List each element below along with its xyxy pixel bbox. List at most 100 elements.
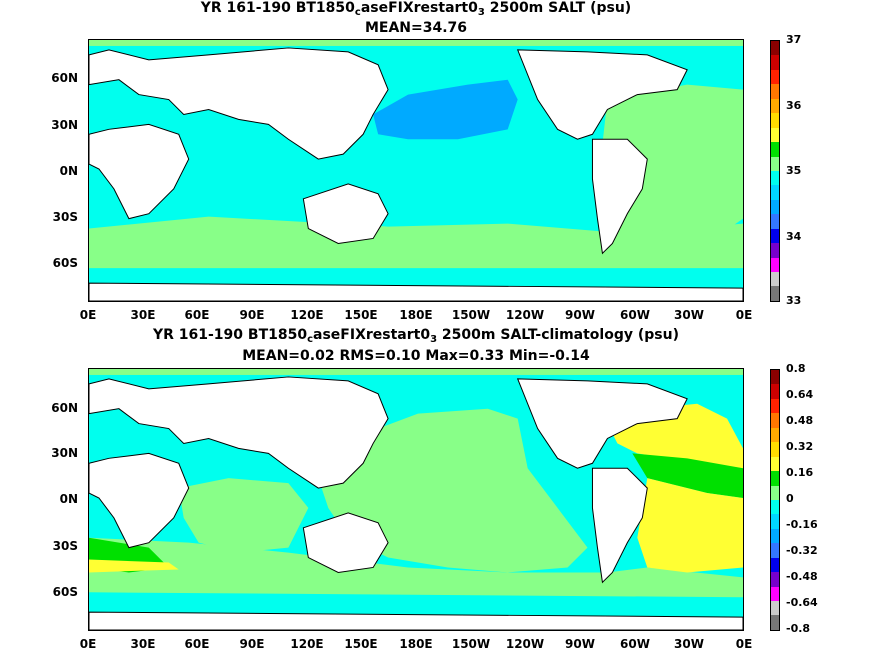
colorbar-label: 37 [786, 33, 802, 46]
north-america [516, 49, 688, 140]
colorbar-swatch [771, 370, 779, 385]
colorbar-swatch [771, 572, 779, 587]
colorbar-swatch [771, 601, 779, 616]
colorbar-label: 0.32 [786, 440, 814, 453]
lon-label: 60E [184, 308, 210, 322]
colorbar-swatch [771, 514, 779, 529]
southern-band [89, 216, 743, 269]
eurasia [89, 376, 389, 489]
pacific-anomaly [318, 408, 588, 573]
colorbar-label: 33 [786, 294, 802, 307]
colorbar-swatch [771, 615, 779, 630]
lon-label: 30W [674, 637, 704, 651]
colorbar-swatch [771, 142, 779, 157]
colorbar-label: 36 [786, 99, 802, 112]
colorbar-swatch [771, 170, 779, 186]
lon-label: 90E [239, 308, 265, 322]
colorbar-swatch [771, 543, 779, 558]
lat-label-30n: 30N [51, 118, 78, 132]
north-pacific-region [373, 79, 518, 140]
colorbar-swatch [771, 586, 779, 601]
colorbar-swatch [771, 528, 779, 544]
colorbar-label: -0.16 [786, 518, 818, 531]
colorbar-swatch [771, 113, 779, 128]
lon-label: 180E [399, 637, 433, 651]
colorbar-label: 34 [786, 230, 802, 243]
lon-label: 60W [620, 308, 650, 322]
lon-label: 90E [239, 637, 265, 651]
colorbar-swatch [771, 272, 779, 287]
lon-label: 120W [505, 308, 545, 322]
colorbar-label: -0.48 [786, 570, 818, 583]
lat-label-30s: 30S [52, 210, 78, 224]
colorbar-swatch [771, 214, 779, 229]
colorbar-swatch [771, 286, 779, 301]
south-atlantic-yellow [637, 478, 743, 573]
colorbar-swatch [771, 41, 779, 56]
lon-label: 60E [184, 637, 210, 651]
lon-label: 60W [620, 637, 650, 651]
bottom-colorbar [770, 369, 780, 631]
colorbar-swatch [771, 185, 779, 200]
lat-label-0n: 0N [59, 492, 78, 506]
lon-label: 30E [130, 308, 156, 322]
eurasia [89, 47, 389, 160]
lat-label-60s: 60S [52, 585, 78, 599]
bottom-anomaly-map [88, 368, 744, 631]
lat-label-60n: 60N [51, 71, 78, 85]
lon-label: 90W [565, 637, 595, 651]
lon-label: 180E [399, 308, 433, 322]
colorbar-label: 0.16 [786, 466, 814, 479]
colorbar-swatch [771, 471, 779, 486]
antarctica [89, 282, 743, 301]
colorbar-swatch [771, 413, 779, 428]
colorbar-label: -0.64 [786, 596, 818, 609]
lat-label-30n: 30N [51, 446, 78, 460]
lon-label: 0E [79, 637, 97, 651]
colorbar-swatch [771, 156, 779, 171]
africa [89, 123, 190, 220]
colorbar-label: 0.64 [786, 388, 814, 401]
lon-label: 120E [290, 637, 324, 651]
colorbar-label: -0.8 [786, 622, 811, 635]
arctic-strip [89, 40, 743, 46]
top-colorbar [770, 40, 780, 302]
lon-label: 120E [290, 308, 324, 322]
arctic-strip [89, 369, 743, 375]
colorbar-swatch [771, 199, 779, 215]
australia [302, 512, 389, 573]
agulhas-anomaly [89, 559, 179, 573]
bottom-map-title: YR 161-190 BT1850caseFIXrestart03 2500m … [152, 327, 679, 345]
colorbar-swatch [771, 442, 779, 457]
lon-label: 150W [451, 308, 491, 322]
colorbar-swatch [771, 557, 779, 573]
lat-label-60n: 60N [51, 401, 78, 415]
lon-label: 30W [674, 308, 704, 322]
top-salinity-map [88, 39, 744, 302]
colorbar-label: 0.48 [786, 414, 814, 427]
colorbar-swatch [771, 485, 779, 500]
south-america [591, 467, 648, 584]
colorbar-label: 0 [786, 492, 794, 505]
lon-label: 30E [130, 637, 156, 651]
indian-anomaly [178, 478, 309, 553]
colorbar-swatch [771, 55, 779, 70]
lon-label: 120W [505, 637, 545, 651]
lat-label-0n: 0N [59, 164, 78, 178]
colorbar-label: 0.8 [786, 362, 806, 375]
colorbar-swatch [771, 69, 779, 85]
lon-label: 150E [344, 308, 378, 322]
lon-label: 0E [735, 637, 753, 651]
bottom-map-stats: MEAN=0.02 RMS=0.10 Max=0.33 Min=-0.14 [242, 348, 590, 364]
lon-label: 150E [344, 637, 378, 651]
north-america [516, 378, 688, 469]
atlantic-region [597, 84, 743, 259]
colorbar-swatch [771, 499, 779, 515]
colorbar-swatch [771, 84, 779, 99]
lon-label: 0E [735, 308, 753, 322]
colorbar-swatch [771, 228, 779, 244]
colorbar-swatch [771, 98, 779, 114]
lon-label: 0E [79, 308, 97, 322]
colorbar-label: -0.32 [786, 544, 818, 557]
colorbar-swatch [771, 257, 779, 272]
